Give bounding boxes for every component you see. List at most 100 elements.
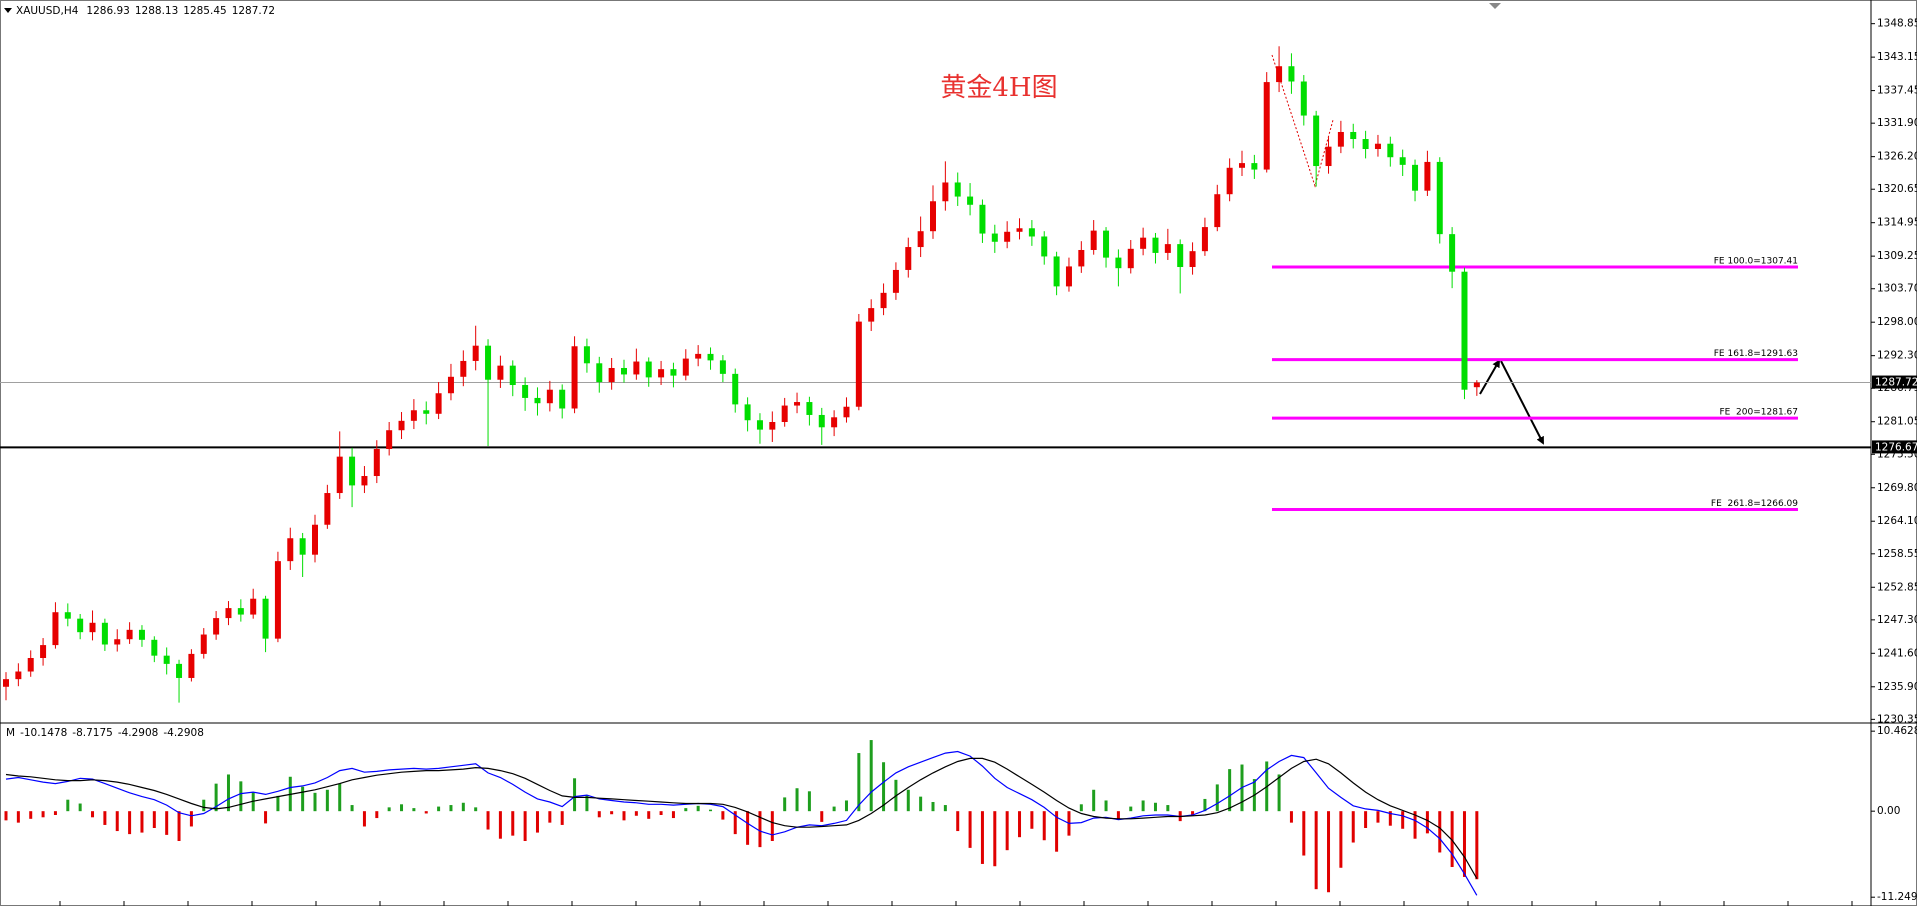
histogram-bar [1425, 811, 1429, 834]
symbol-header: XAUUSD,H4 1286.93 1288.13 1285.45 1287.72 [16, 5, 275, 17]
histogram-bar [1401, 811, 1405, 829]
histogram-bar [325, 789, 329, 812]
candle-body [52, 612, 59, 646]
histogram-bar [202, 799, 206, 812]
candle-body [410, 410, 417, 421]
histogram-bar [1388, 811, 1392, 826]
histogram-bar [1030, 811, 1034, 829]
candle-body [1325, 146, 1332, 167]
candle-body [1053, 256, 1060, 287]
candle-body [1078, 249, 1085, 267]
histogram-bar [1376, 811, 1380, 823]
candle-body [1350, 131, 1357, 140]
histogram-bar [350, 805, 354, 812]
candle-body [509, 365, 516, 386]
candle-body [794, 402, 801, 406]
histogram-bar [832, 806, 836, 812]
histogram-bar [4, 811, 8, 821]
histogram-bar [1215, 784, 1219, 812]
candle-body [967, 196, 974, 205]
candle-body [892, 269, 899, 293]
chart-title: 黄金4H图 [940, 73, 1057, 103]
histogram-bar [1475, 811, 1479, 880]
candle-body [534, 397, 541, 404]
histogram-bar [78, 803, 82, 812]
y-tick-label: 0.00 [1877, 805, 1900, 817]
candle-body [868, 308, 875, 322]
candle-body [1424, 161, 1431, 191]
fe-level-label: FE 261.8=1266.09 [1711, 499, 1798, 509]
candle-body [485, 345, 492, 380]
histogram-bar [437, 806, 441, 812]
y-tick-label: 1314.95 [1877, 217, 1917, 229]
arrow-up [1479, 359, 1500, 395]
candle-body [818, 414, 825, 428]
candle-body [1127, 248, 1134, 269]
fibo-anchor-line [1271, 54, 1334, 188]
histogram-bar [993, 811, 997, 867]
histogram-bar [165, 811, 169, 835]
histogram-bar [733, 811, 737, 835]
candle-body [1004, 231, 1011, 242]
candle-body [991, 233, 998, 242]
candle-body [522, 385, 529, 398]
candle-body [633, 361, 640, 375]
candle-body [1140, 237, 1147, 249]
candle-body [1226, 167, 1233, 195]
histogram-bar [189, 811, 193, 827]
histogram-bar [276, 795, 280, 812]
histogram-bar [1314, 811, 1318, 890]
candle-body [781, 405, 788, 423]
histogram-bar [931, 802, 935, 812]
candle-body [1276, 66, 1283, 83]
candle-body [756, 420, 763, 430]
header-close: 1287.72 [232, 5, 275, 17]
histogram-bar [474, 807, 478, 812]
candle-body [460, 360, 467, 377]
candle-body [608, 367, 615, 383]
histogram-bar [1079, 804, 1083, 812]
histogram-bar [1018, 811, 1022, 838]
histogram-bar [1462, 811, 1466, 877]
indicator-value: -8.7175 [72, 727, 113, 739]
histogram-bar [1277, 774, 1281, 812]
candle-body [176, 663, 183, 678]
candle-body [843, 406, 850, 418]
candle-body [1300, 81, 1307, 116]
candle-body [571, 346, 578, 409]
candle-body [732, 373, 739, 405]
histogram-bar [1339, 811, 1343, 868]
y-tick-label: 1252.85 [1877, 581, 1917, 593]
histogram-bar [140, 811, 144, 833]
histogram-bar [659, 811, 663, 815]
candle-body [423, 410, 430, 414]
histogram-bar [573, 778, 577, 812]
histogram-bar [746, 811, 750, 845]
candle-body [1387, 143, 1394, 158]
y-tick-label: 1281.05 [1877, 416, 1917, 428]
price-tag: 1276.67 [1875, 441, 1917, 453]
candle-body [151, 639, 158, 656]
y-tick-label: 1343.15 [1877, 51, 1917, 63]
histogram-bar [91, 811, 95, 818]
histogram-bar [869, 740, 873, 812]
histogram-bar [226, 774, 230, 812]
histogram-bar [1413, 811, 1417, 839]
histogram-bar [1042, 811, 1046, 841]
histogram-bar [844, 800, 848, 812]
histogram-bar [16, 811, 20, 823]
candle-body [942, 182, 949, 202]
candle-body [163, 655, 170, 664]
histogram-bar [1289, 811, 1293, 823]
histogram-bar [362, 811, 366, 827]
indicator-value: -10.1478 [20, 727, 67, 739]
symbol: XAUUSD,H4 [16, 5, 79, 17]
candle-body [979, 204, 986, 234]
header-high: 1288.13 [135, 5, 178, 17]
candle-body [1177, 244, 1184, 268]
histogram-bar [857, 753, 861, 812]
candle-body [447, 376, 454, 394]
candle-body [1115, 257, 1122, 269]
histogram-bar [461, 802, 465, 812]
candle-body [1065, 266, 1072, 287]
